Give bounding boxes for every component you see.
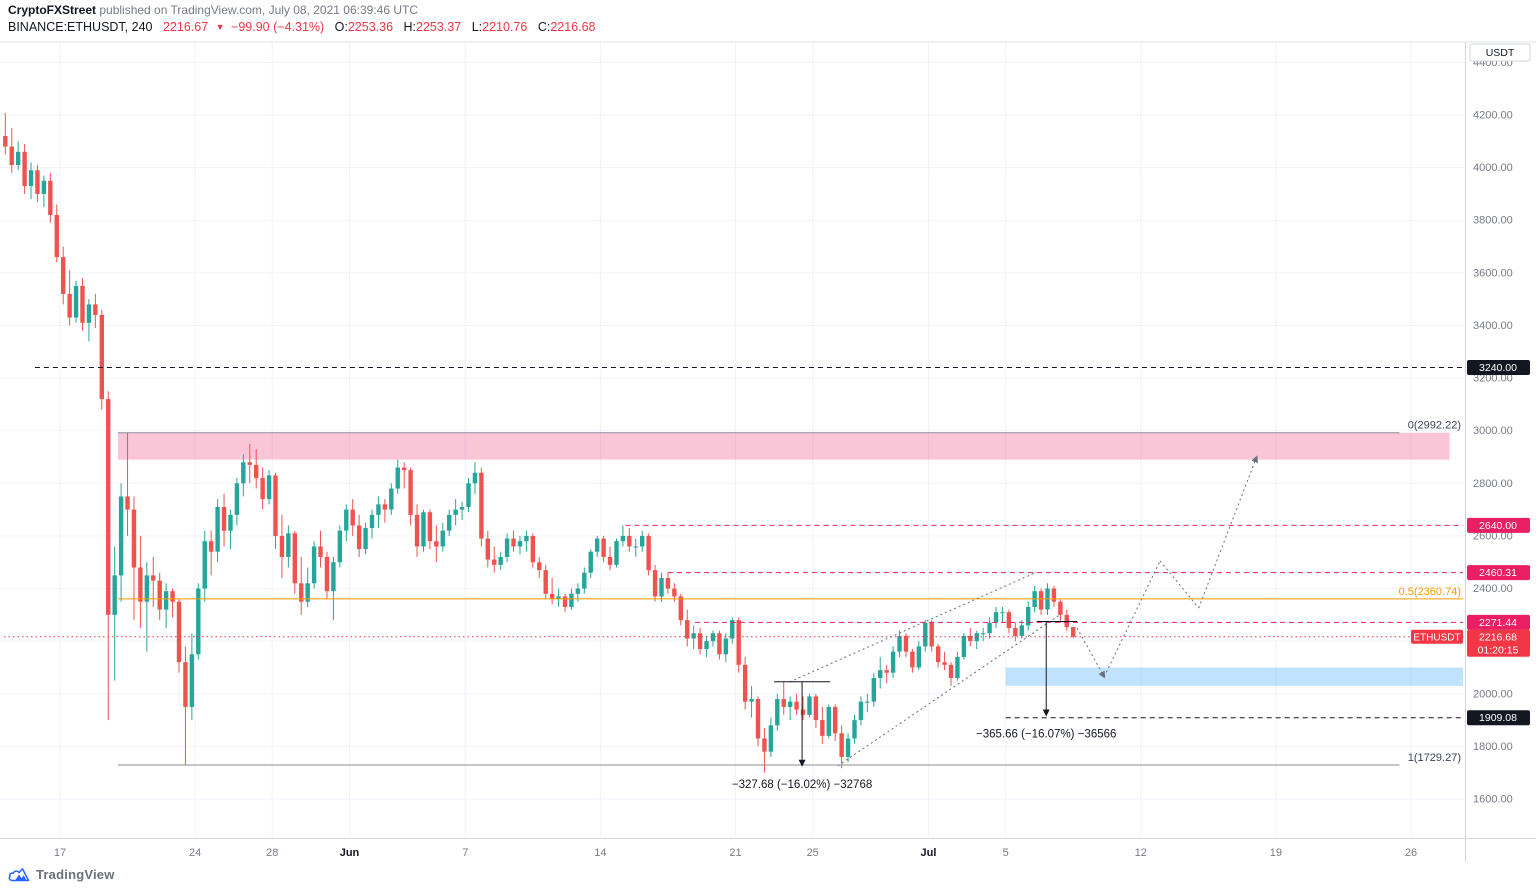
price-tick: 1600.00 bbox=[1473, 794, 1513, 806]
time-tick: 5 bbox=[1003, 847, 1009, 859]
time-tick: 14 bbox=[594, 847, 606, 859]
symbol-price-flag bbox=[1411, 629, 1463, 644]
time-tick: 25 bbox=[807, 847, 819, 859]
price-tick: 3400.00 bbox=[1473, 320, 1513, 332]
svg-text:0(2992.22): 0(2992.22) bbox=[1408, 420, 1461, 432]
bar-countdown: 01:20:15 bbox=[1478, 644, 1519, 656]
resistance-zone bbox=[117, 432, 1450, 460]
time-tick: 19 bbox=[1270, 847, 1282, 859]
time-tick: 7 bbox=[462, 847, 468, 859]
axis-price-tags: 3240.00 2640.00 2460.31 2271.44 1909.08 ETHUS… bbox=[1411, 360, 1530, 726]
time-tick: 17 bbox=[54, 847, 66, 859]
price-tick: 2600.00 bbox=[1473, 530, 1513, 542]
svg-text:1(1729.27): 1(1729.27) bbox=[1408, 752, 1461, 764]
low-value: 2210.76 bbox=[482, 20, 528, 34]
legend-close: C:2216.68 bbox=[538, 20, 596, 34]
price-zones bbox=[117, 432, 1464, 686]
legend-change: −99.90 (−4.31%) bbox=[231, 20, 325, 34]
price-tag-2640.00 bbox=[1467, 517, 1530, 533]
legend-open: O:2253.36 bbox=[335, 20, 393, 34]
price-tag-1909.08 bbox=[1467, 710, 1530, 726]
legend-high: H:2253.37 bbox=[404, 20, 462, 34]
symbol-interval-label[interactable]: BINANCE:ETHUSDT, 240 bbox=[8, 20, 153, 34]
svg-text:2271.44: 2271.44 bbox=[1479, 617, 1517, 629]
svg-text:3240.00: 3240.00 bbox=[1479, 362, 1517, 374]
currency-label: USDT bbox=[1486, 47, 1515, 59]
price-tick: 3000.00 bbox=[1473, 425, 1513, 437]
candlestick-series bbox=[3, 112, 1076, 773]
price-tag-3240.00 bbox=[1467, 360, 1530, 376]
tradingview-logo-icon bbox=[7, 866, 31, 883]
publisher-name: CryptoFXStreet bbox=[8, 3, 97, 17]
svg-text:1909.08: 1909.08 bbox=[1479, 712, 1517, 724]
time-tick: 24 bbox=[189, 847, 201, 859]
time-tick: 21 bbox=[729, 847, 741, 859]
svg-text:2216.68: 2216.68 bbox=[1479, 631, 1517, 643]
symbol-legend: BINANCE:ETHUSDT, 240 2216.67 ▼ −99.90 (−… bbox=[8, 19, 596, 35]
time-tick: 12 bbox=[1135, 847, 1147, 859]
tradingview-attribution[interactable]: TradingView bbox=[7, 866, 115, 883]
support-zone bbox=[1005, 667, 1464, 686]
price-tick: 2800.00 bbox=[1473, 478, 1513, 490]
time-tick: Jun bbox=[340, 847, 360, 859]
time-tick: 26 bbox=[1405, 847, 1417, 859]
legend-low: L:2210.76 bbox=[472, 20, 528, 34]
price-tick: 1800.00 bbox=[1473, 741, 1513, 753]
grid bbox=[0, 42, 1465, 838]
price-tick: 4000.00 bbox=[1473, 162, 1513, 174]
high-value: 2253.37 bbox=[416, 20, 462, 34]
price-tick: 3800.00 bbox=[1473, 215, 1513, 227]
close-value: 2216.68 bbox=[550, 20, 596, 34]
price-tag-2271.44 bbox=[1467, 614, 1530, 630]
publish-line: CryptoFXStreet published on TradingView.… bbox=[8, 3, 596, 18]
price-tick: 4200.00 bbox=[1473, 110, 1513, 122]
measurement-label: −365.66 (−16.07%) −36566 bbox=[976, 729, 1116, 741]
chart-header: CryptoFXStreet published on TradingView.… bbox=[8, 3, 596, 35]
svg-text:2460.31: 2460.31 bbox=[1479, 567, 1517, 579]
publish-info: published on TradingView.com, July 08, 2… bbox=[96, 3, 418, 17]
svg-text:0.5(2360.74): 0.5(2360.74) bbox=[1399, 586, 1461, 598]
price-tag-2460.31 bbox=[1467, 565, 1530, 581]
svg-text:2640.00: 2640.00 bbox=[1479, 520, 1517, 532]
low-label: L: bbox=[471, 20, 483, 34]
price-range-measurements: −327.68 (−16.02%) −32768 −365.66 (−16.07%… bbox=[732, 620, 1116, 791]
price-down-arrow-icon: ▼ bbox=[215, 22, 225, 32]
open-value: 2253.36 bbox=[347, 20, 394, 34]
close-label: C: bbox=[537, 20, 551, 34]
measurement-label: −327.68 (−16.02%) −32768 bbox=[732, 779, 872, 791]
currency-toggle[interactable]: USDT bbox=[1469, 43, 1531, 62]
fib-retracement: 0(2992.22) 0.5(2360.74) 1(1729.27) bbox=[117, 420, 1464, 766]
last-price-tag bbox=[1467, 629, 1530, 657]
forecast-path bbox=[1076, 455, 1258, 679]
price-tick: 2000.00 bbox=[1473, 688, 1513, 700]
high-label: H: bbox=[403, 20, 417, 34]
time-tick: Jul bbox=[921, 847, 937, 859]
time-tick: 28 bbox=[266, 847, 278, 859]
price-tick: 2400.00 bbox=[1473, 583, 1513, 595]
legend-last-price: 2216.67 bbox=[162, 20, 209, 34]
open-label: O: bbox=[334, 20, 348, 34]
axes[interactable]: 4400.004200.004000.003800.003600.003400.… bbox=[0, 41, 1536, 862]
price-tick: 3600.00 bbox=[1473, 267, 1513, 279]
svg-text:ETHUSDT: ETHUSDT bbox=[1413, 632, 1460, 643]
horizontal-levels bbox=[4, 367, 1465, 719]
price-tick: 3200.00 bbox=[1473, 373, 1513, 385]
tradingview-brand: TradingView bbox=[36, 867, 115, 882]
